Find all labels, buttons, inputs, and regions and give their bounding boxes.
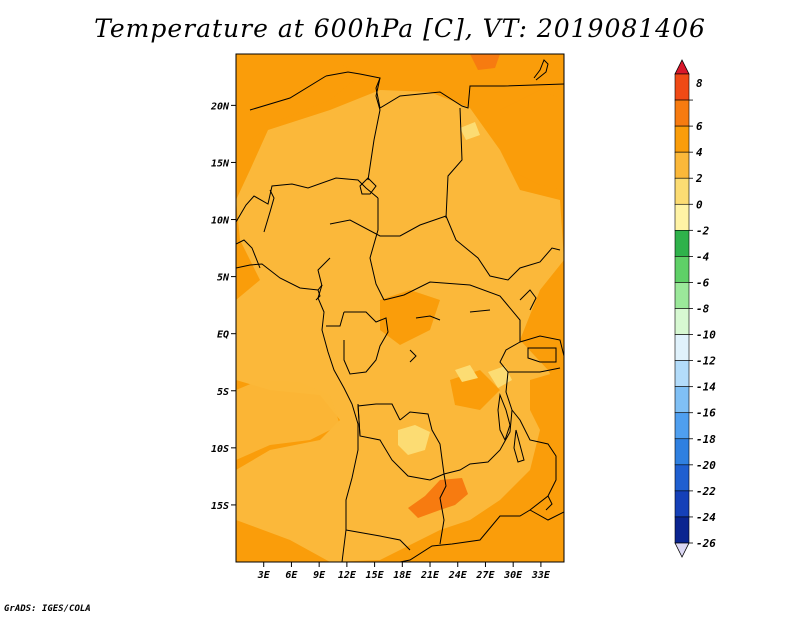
colorbar-swatch — [674, 282, 690, 309]
colorbar-label: -22 — [696, 485, 716, 498]
x-tick-label: 33E — [531, 570, 551, 581]
x-tick-label: 27E — [475, 570, 495, 581]
y-tick-label: 15S — [211, 501, 229, 512]
colorbar-label: 4 — [696, 146, 703, 159]
colorbar-label: -12 — [696, 355, 716, 368]
grads-credit: GrADS: IGES/COLA — [4, 604, 91, 614]
x-tick-label: 9E — [313, 570, 326, 581]
field-2to4-region — [380, 290, 440, 345]
chart-title: Temperature at 600hPa [C], VT: 201908140… — [94, 14, 706, 43]
colorbar-swatch — [674, 99, 690, 127]
x-axis: 3E 6E 9E 12E 15E 18E 21E 24E 27E 30E 33E — [257, 562, 551, 581]
x-tick-label: 30E — [503, 570, 523, 581]
field-minus2to0-spot — [398, 425, 430, 455]
y-tick-label: 20N — [210, 101, 230, 112]
field-minus2to0-spot — [488, 366, 512, 388]
y-tick-label: 5S — [217, 387, 229, 398]
x-tick-label: 18E — [393, 570, 412, 581]
field-2to4-region — [530, 370, 564, 440]
colorbar-swatch — [674, 386, 690, 414]
colorbar-swatch — [674, 464, 690, 492]
colorbar-label: 6 — [696, 120, 703, 133]
colorbar-label: -10 — [696, 329, 716, 342]
colorbar-swatch — [674, 177, 690, 205]
field-2to4-region — [520, 520, 564, 562]
y-tick-label: 5N — [217, 273, 230, 284]
y-tick-label: 15N — [211, 158, 230, 169]
field-4to6-spot — [408, 478, 468, 518]
colorbar-swatch — [674, 412, 690, 440]
colorbar-swatch — [674, 73, 690, 101]
colorbar-label: -24 — [696, 511, 716, 524]
x-tick-label: 12E — [338, 570, 357, 581]
colorbar-bottom-arrow — [674, 542, 690, 558]
field-2to4-region — [236, 58, 360, 140]
x-tick-label: 24E — [448, 570, 468, 581]
colorbar-swatch — [674, 256, 690, 283]
colorbar-label: -20 — [696, 459, 716, 472]
colorbar-swatch — [674, 230, 690, 257]
y-tick-label: EQ — [217, 330, 229, 341]
x-tick-label: 21E — [420, 570, 440, 581]
field-2to4-region — [500, 90, 564, 190]
x-tick-label: 3E — [257, 570, 271, 581]
colorbar-label: -8 — [696, 303, 710, 316]
colorbar-swatch — [674, 516, 690, 544]
colorbar-label: 8 — [696, 77, 703, 90]
coastlines-and-borders — [236, 59, 564, 562]
plot-frame — [235, 53, 565, 563]
x-tick-label: 15E — [366, 570, 385, 581]
colorbar-swatch — [674, 360, 690, 387]
colorbar-swatch — [674, 125, 690, 153]
colorbar-label: -2 — [696, 224, 710, 237]
y-tick-label: 10S — [211, 444, 229, 455]
colorbar-label: -26 — [696, 537, 716, 550]
field-minus2to0-spot — [455, 365, 478, 382]
colorbar-label: 2 — [695, 172, 703, 185]
colorbar-label: -14 — [696, 381, 716, 394]
field-minus2to0-spot — [460, 122, 480, 140]
colorbar-swatch — [674, 334, 690, 361]
colorbar-label: -4 — [696, 250, 710, 263]
colorbar-swatch — [674, 308, 690, 335]
colorbar-swatch — [674, 438, 690, 466]
x-tick-label: 6E — [285, 570, 298, 581]
colorbar-swatch — [674, 151, 690, 179]
y-tick-label: 10N — [211, 216, 230, 227]
field-0to2-region — [236, 380, 340, 460]
colorbar-swatch — [674, 203, 690, 231]
colorbar-label: -18 — [696, 433, 716, 446]
colorbar-label: -16 — [696, 407, 716, 420]
colorbar-legend: 8 6 4 2 0 -2 -4 -6 -8 -10 -12 -14 -16 -18 -20 -22 -24 -26 — [674, 59, 716, 558]
colorbar-swatch — [674, 490, 690, 518]
field-4to6-spot — [470, 54, 500, 70]
colorbar-top-arrow — [674, 59, 690, 75]
y-axis: 20N 15N 10N 5N EQ 5S 10S 15S — [210, 101, 236, 512]
colorbar-label: -6 — [696, 276, 710, 289]
temperature-field — [236, 54, 564, 562]
colorbar-label: 0 — [696, 198, 703, 211]
